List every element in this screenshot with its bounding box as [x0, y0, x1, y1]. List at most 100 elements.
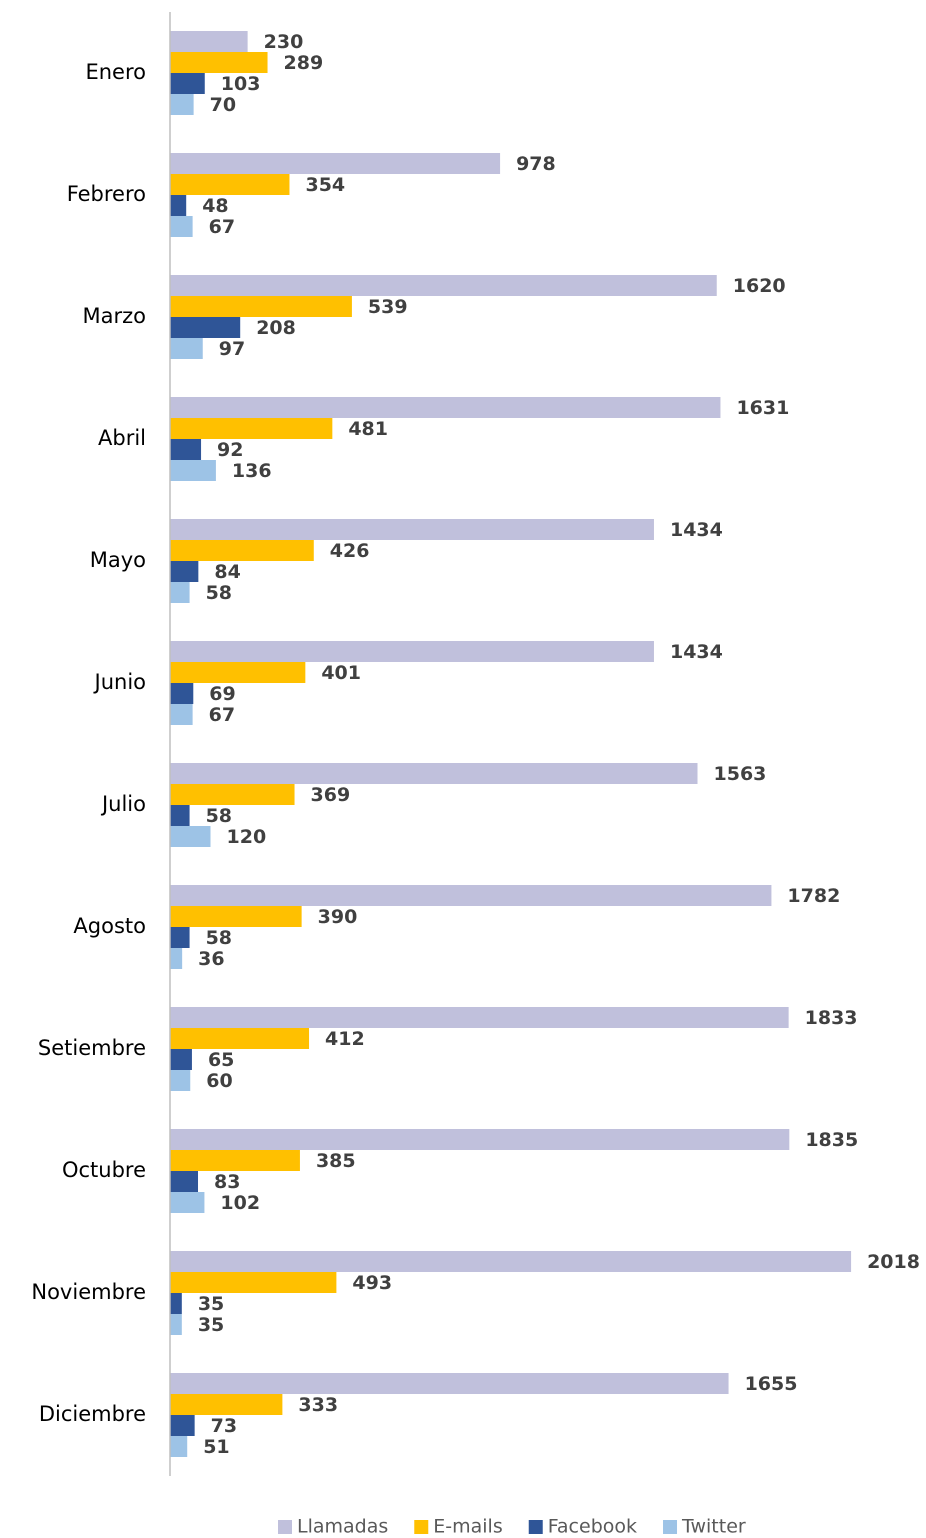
y-tick-label: Abril	[98, 426, 146, 450]
data-label: 369	[311, 784, 351, 806]
bar	[170, 1192, 205, 1213]
data-label: 103	[221, 73, 261, 95]
data-label: 1833	[805, 1007, 858, 1029]
legend-swatch	[278, 1520, 292, 1534]
legend-label: Llamadas	[297, 1516, 388, 1538]
bar	[170, 296, 352, 317]
bar	[170, 1415, 195, 1436]
bar	[170, 52, 268, 73]
bar	[170, 1293, 182, 1314]
data-label: 84	[214, 561, 240, 583]
data-label: 70	[210, 94, 236, 116]
data-label: 73	[211, 1415, 237, 1437]
y-tick-label: Junio	[93, 670, 147, 694]
bar	[170, 317, 241, 338]
legend-label: Twitter	[681, 1516, 746, 1538]
data-label: 385	[316, 1150, 356, 1172]
data-label: 35	[198, 1293, 224, 1315]
data-label: 83	[214, 1171, 240, 1193]
data-label: 539	[368, 296, 408, 318]
data-label: 412	[325, 1028, 365, 1050]
bar	[170, 275, 717, 296]
bar	[170, 561, 199, 582]
bar	[170, 683, 194, 704]
bar	[170, 763, 698, 784]
data-label: 390	[318, 906, 358, 928]
bar	[170, 1129, 790, 1150]
data-label: 58	[206, 805, 232, 827]
data-label: 58	[206, 582, 232, 604]
bar	[170, 153, 501, 174]
bar	[170, 662, 306, 683]
data-label: 1563	[714, 763, 767, 785]
data-label: 102	[220, 1192, 260, 1214]
bar	[170, 418, 333, 439]
bar	[170, 927, 190, 948]
bar	[170, 906, 302, 927]
y-tick-label: Julio	[100, 792, 146, 816]
bar	[170, 1272, 337, 1293]
bar	[170, 1070, 191, 1091]
data-label: 136	[232, 460, 272, 482]
bar	[170, 1373, 729, 1394]
bar	[170, 1171, 199, 1192]
data-label: 1620	[733, 275, 786, 297]
y-tick-label: Marzo	[83, 304, 147, 328]
bar	[170, 826, 211, 847]
y-tick-label: Noviembre	[31, 1280, 146, 1304]
bar	[170, 1150, 300, 1171]
legend-swatch	[663, 1520, 678, 1534]
bar	[170, 338, 203, 359]
bar	[170, 540, 314, 561]
bar	[170, 397, 721, 418]
bar	[170, 1436, 188, 1457]
data-label: 230	[264, 31, 304, 53]
bar	[170, 519, 654, 540]
data-label: 35	[198, 1314, 224, 1336]
data-label: 2018	[867, 1251, 920, 1273]
data-label: 1434	[670, 519, 723, 541]
data-label: 67	[209, 216, 235, 238]
data-label: 333	[298, 1394, 338, 1416]
legend-label: Facebook	[548, 1516, 637, 1538]
data-label: 51	[203, 1436, 229, 1458]
y-tick-label: Setiembre	[38, 1036, 146, 1060]
data-label: 58	[206, 927, 232, 949]
data-label: 354	[305, 174, 345, 196]
data-label: 426	[330, 540, 370, 562]
data-label: 120	[227, 826, 267, 848]
data-label: 481	[348, 418, 388, 440]
y-tick-label: Diciembre	[39, 1402, 146, 1426]
bar	[170, 885, 772, 906]
bar	[170, 216, 193, 237]
y-tick-label: Agosto	[73, 914, 146, 938]
bar	[170, 195, 187, 216]
bar	[170, 1007, 789, 1028]
data-label: 978	[516, 153, 556, 175]
data-label: 493	[352, 1272, 392, 1294]
data-label: 1631	[736, 397, 789, 419]
data-label: 208	[256, 317, 296, 339]
legend-swatch	[528, 1520, 543, 1534]
data-label: 92	[217, 439, 243, 461]
bar	[170, 1049, 192, 1070]
legend-label: E-mails	[433, 1516, 502, 1538]
bar	[170, 1394, 283, 1415]
bar	[170, 641, 654, 662]
bar	[170, 174, 290, 195]
bar	[170, 439, 202, 460]
data-label: 48	[202, 195, 228, 217]
data-label: 1782	[787, 885, 840, 907]
bar	[170, 948, 183, 969]
bar	[170, 704, 193, 725]
y-tick-label: Octubre	[62, 1158, 146, 1182]
bar	[170, 1251, 852, 1272]
data-label: 1655	[745, 1373, 798, 1395]
data-label: 97	[219, 338, 245, 360]
y-tick-label: Mayo	[90, 548, 146, 572]
legend-swatch	[414, 1520, 429, 1534]
bar	[170, 1028, 310, 1049]
data-label: 69	[209, 683, 235, 705]
data-label: 60	[206, 1070, 232, 1092]
